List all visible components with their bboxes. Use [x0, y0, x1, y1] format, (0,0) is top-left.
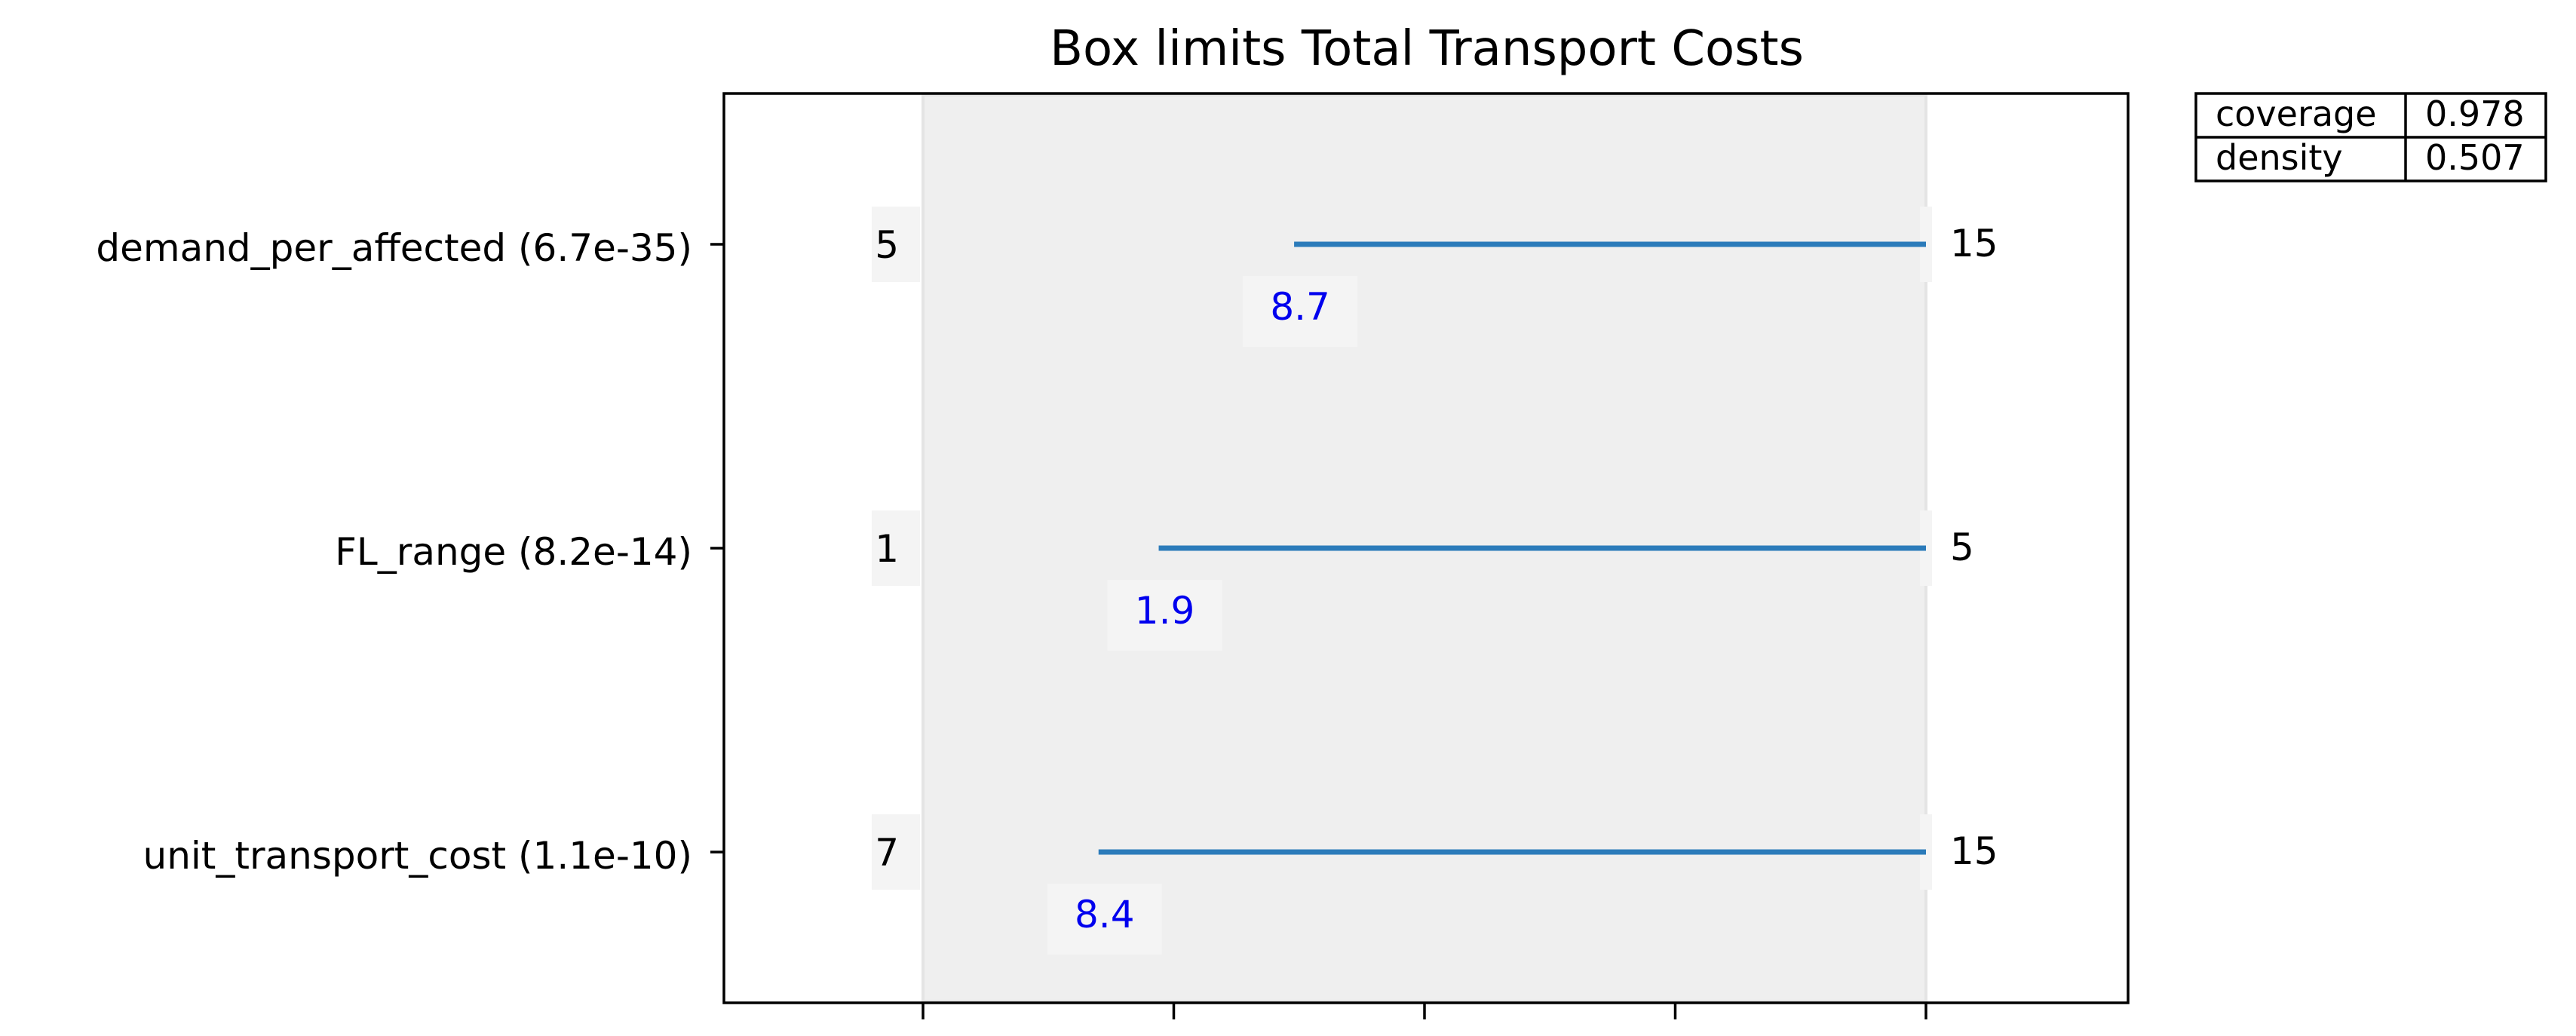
category-label: unit_transport_cost (1.1e-10): [143, 834, 693, 878]
density-label: density: [2216, 137, 2343, 178]
limit-label: 8.7: [1270, 285, 1330, 329]
range-max-label: 5: [1950, 526, 1974, 569]
range-min-bg: [872, 510, 920, 586]
limit-label: 8.4: [1075, 893, 1135, 936]
rows-layer: demand_per_affected (6.7e-35) 5 158.7FL_ra…: [96, 207, 1998, 955]
coverage-value: 0.978: [2425, 93, 2525, 134]
chart-title: Box limits Total Transport Costs: [1050, 21, 1804, 77]
range-min-label: 1: [875, 527, 899, 571]
category-label: demand_per_affected (6.7e-35): [96, 226, 692, 270]
range-max-label: 15: [1950, 829, 1998, 873]
range-min-bg: [872, 207, 920, 282]
coverage-label: coverage: [2216, 93, 2377, 134]
limit-label-bg: [1243, 276, 1358, 347]
density-value: 0.507: [2425, 137, 2525, 178]
stats-table: coverage 0.978 density 0.507: [2194, 92, 2547, 182]
range-min-bg: [872, 814, 920, 890]
limit-label: 1.9: [1135, 589, 1195, 633]
limit-label-bg: [1107, 580, 1222, 651]
row-0: demand_per_affected (6.7e-35) 5 15 8.7: [96, 207, 1998, 347]
x-axis-ticks: [922, 1003, 1927, 1019]
range-min-label: 5: [875, 223, 899, 267]
range-max-label: 15: [1950, 222, 1998, 265]
range-min-label: 7: [875, 831, 899, 875]
limit-label-bg: [1047, 884, 1162, 955]
row-2: unit_transport_cost (1.1e-10) 7 15 8.4: [143, 814, 1998, 955]
category-label: FL_range (8.2e-14): [335, 530, 692, 574]
row-1: FL_range (8.2e-14) 1 5 1.9: [335, 510, 1974, 651]
